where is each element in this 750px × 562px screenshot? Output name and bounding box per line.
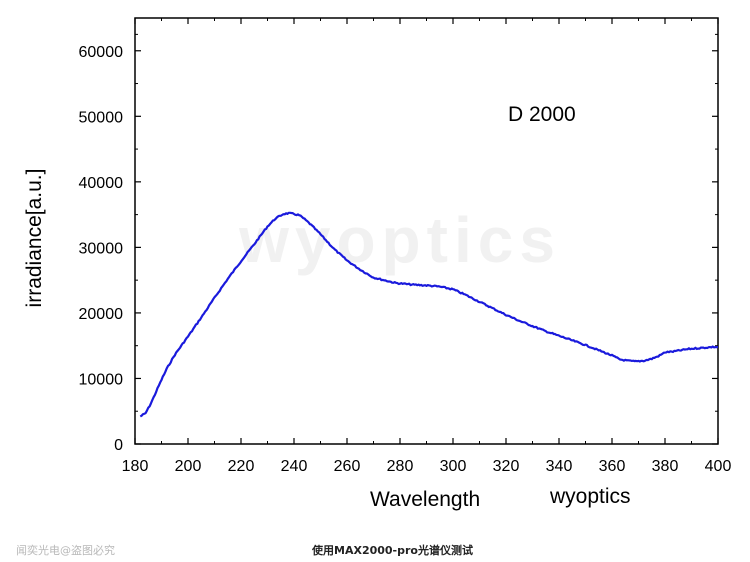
chart-annotation: D 2000 bbox=[508, 103, 576, 126]
x-tick-label: 220 bbox=[228, 458, 255, 475]
y-tick-label: 60000 bbox=[79, 44, 124, 61]
x-tick-label: 280 bbox=[387, 458, 414, 475]
x-tick-label: 300 bbox=[440, 458, 467, 475]
footer-copyright: 闻奕光电@盗图必究 bbox=[16, 543, 115, 557]
x-axis: 180 200 220 240 260 280 300 320 340 360 380 400 bbox=[122, 18, 732, 475]
y-tick-label: 0 bbox=[114, 437, 123, 454]
x-tick-label: 260 bbox=[334, 458, 361, 475]
x-tick-label: 320 bbox=[493, 458, 520, 475]
footer-caption: 使用MAX2000-pro光谱仪测试 bbox=[311, 543, 473, 557]
y-axis-title: irradiance[a.u.] bbox=[23, 169, 46, 308]
y-axis: 0 10000 20000 30000 40000 50000 60000 bbox=[79, 33, 718, 454]
x-tick-label: 340 bbox=[546, 458, 573, 475]
y-tick-label: 40000 bbox=[79, 175, 124, 192]
x-tick-label: 380 bbox=[652, 458, 679, 475]
y-tick-label: 30000 bbox=[79, 240, 124, 257]
watermark-text: wyoptics bbox=[238, 204, 561, 276]
x-tick-label: 180 bbox=[122, 458, 149, 475]
x-tick-label: 400 bbox=[705, 458, 732, 475]
wyoptics-label: wyoptics bbox=[549, 485, 631, 508]
y-tick-label: 20000 bbox=[79, 306, 124, 323]
series-line bbox=[139, 211, 719, 418]
y-tick-label: 10000 bbox=[79, 371, 124, 388]
x-axis-title: Wavelength bbox=[370, 488, 480, 511]
x-tick-label: 200 bbox=[175, 458, 202, 475]
x-tick-label: 360 bbox=[599, 458, 626, 475]
x-tick-label: 240 bbox=[281, 458, 308, 475]
y-tick-label: 50000 bbox=[79, 109, 124, 126]
